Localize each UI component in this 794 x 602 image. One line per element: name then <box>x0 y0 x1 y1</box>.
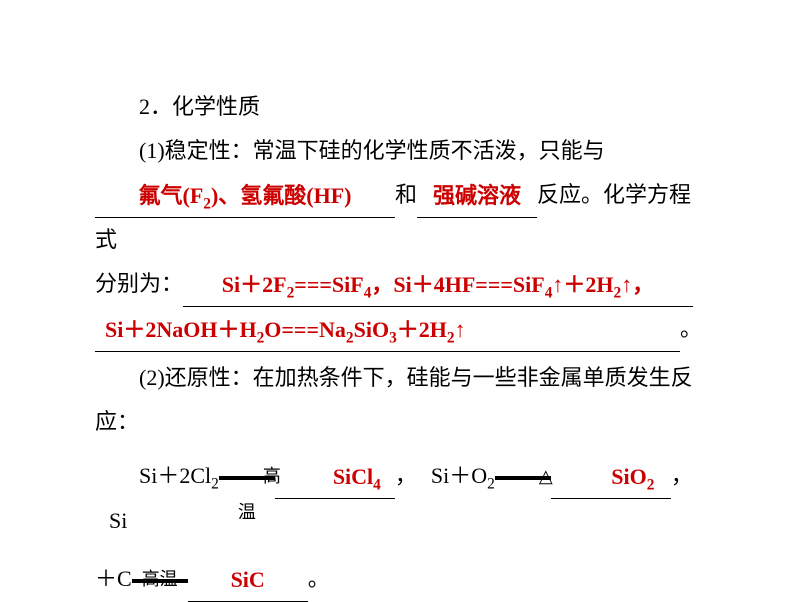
p2-intro: (2)还原性：在加热条件下，硅能与一些非金属单质发生反 <box>139 365 693 390</box>
section-heading: 2．化学性质 <box>95 85 705 129</box>
reaction-row-1: Si＋2Cl2 高温 SiCl4 ， Si＋O2 △ SiO2 ， Si <box>95 454 705 543</box>
blank-r3: SiC <box>188 557 308 602</box>
r2-arrow: △ <box>495 476 551 480</box>
reaction-row-2: ＋C 高温 SiC 。 <box>95 557 705 602</box>
r2-cond: △ <box>495 458 551 494</box>
blank-r2: SiO2 <box>551 454 671 499</box>
ans-reagents: 氟气(F2)、氢氟酸(HF) <box>139 183 352 208</box>
p1-lead2: 分别为： <box>95 271 183 296</box>
blank-reagents: 氟气(F2)、氢氟酸(HF) <box>95 173 395 218</box>
r3-cond: 高温 <box>132 561 188 597</box>
blank-alkali: 强碱溶液 <box>417 173 537 218</box>
blank-eq2: Si＋2NaOH＋H2O===Na2SiO3＋2H2↑ <box>95 307 680 352</box>
r1-left: Si＋2Cl2 <box>139 463 219 488</box>
r2-left: Si＋O2 <box>431 463 495 488</box>
r3-left2: ＋C <box>95 566 132 591</box>
r3-left: Si <box>109 508 127 533</box>
part2-line2: 应： <box>95 400 705 444</box>
ans-alkali: 强碱溶液 <box>433 183 521 208</box>
sep1: ， <box>395 463 417 488</box>
p1-mid1: 和 <box>395 182 417 207</box>
ans-eq2: Si＋2NaOH＋H2O===Na2SiO3＋2H2↑ <box>105 317 466 342</box>
blank-r1: SiCl4 <box>275 454 395 499</box>
p2-tail: 。 <box>308 566 330 591</box>
p2-intro2: 应： <box>95 409 139 434</box>
sep2: ， <box>671 463 693 488</box>
ans-r2: SiO2 <box>611 464 654 489</box>
heading-text: 2．化学性质 <box>139 94 260 119</box>
r3-arrow: 高温 <box>132 579 188 583</box>
part1-line3: 分别为： Si＋2F2===SiF4，Si＋4HF===SiF4↑＋2H2↑， <box>95 262 705 307</box>
r1-cond: 高温 <box>219 458 275 530</box>
part1-line4: Si＋2NaOH＋H2O===Na2SiO3＋2H2↑ 。 <box>95 307 705 352</box>
ans-r1: SiCl4 <box>333 464 381 489</box>
ans-r3: SiC <box>231 567 265 592</box>
blank-eq1: Si＋2F2===SiF4，Si＋4HF===SiF4↑＋2H2↑， <box>183 262 693 307</box>
ans-eq1: Si＋2F2===SiF4，Si＋4HF===SiF4↑＋2H2↑， <box>222 272 654 297</box>
part2-line1: (2)还原性：在加热条件下，硅能与一些非金属单质发生反 <box>95 356 705 400</box>
part1-line1: (1)稳定性：常温下硅的化学性质不活泼，只能与 <box>95 129 705 173</box>
p1-tail: 。 <box>680 316 702 341</box>
r1-arrow: 高温 <box>219 476 275 480</box>
part1-line2: 氟气(F2)、氢氟酸(HF) 和 强碱溶液 反应。化学方程式 <box>95 173 705 262</box>
p1-intro: (1)稳定性：常温下硅的化学性质不活泼，只能与 <box>139 138 605 163</box>
slide-content: 2．化学性质 (1)稳定性：常温下硅的化学性质不活泼，只能与 氟气(F2)、氢氟… <box>95 85 705 602</box>
